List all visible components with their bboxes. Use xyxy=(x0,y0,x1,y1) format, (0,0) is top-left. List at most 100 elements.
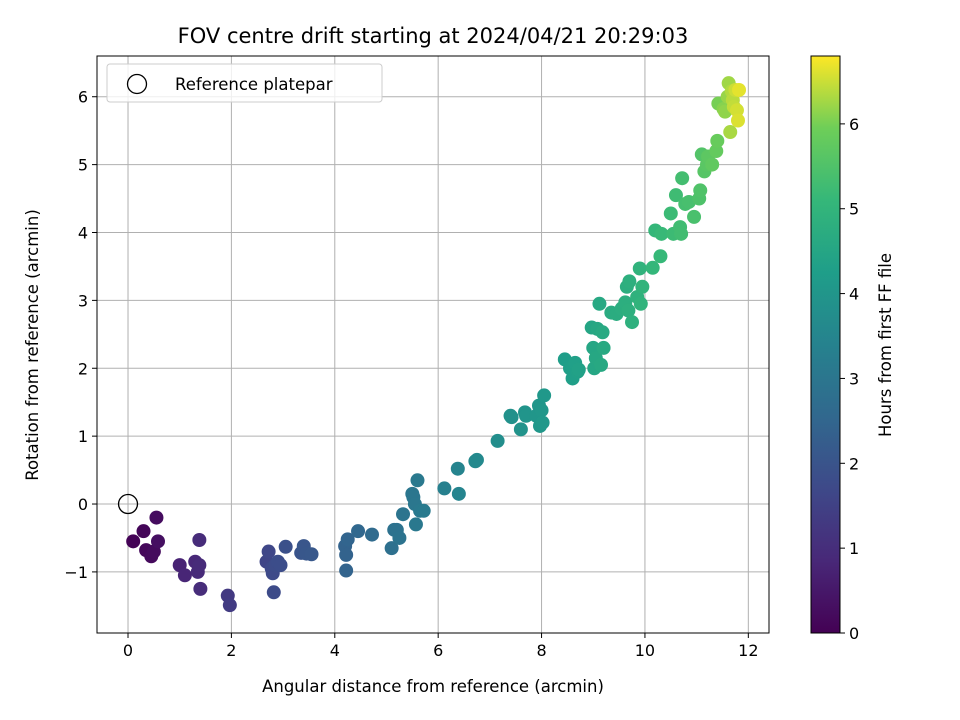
x-tick-label: 8 xyxy=(536,641,546,660)
x-tick-label: 6 xyxy=(433,641,443,660)
y-tick-label: 6 xyxy=(78,88,88,107)
x-tick-label: 2 xyxy=(226,641,236,660)
x-tick-label: 0 xyxy=(123,641,133,660)
colorbar-ticks: 0 1 2 3 4 5 6 xyxy=(840,115,859,643)
data-point xyxy=(723,125,738,140)
data-point xyxy=(653,249,668,264)
colorbar-label: Hours from first FF file xyxy=(876,253,895,437)
data-point xyxy=(384,541,399,556)
plot-area xyxy=(97,56,769,633)
data-point xyxy=(451,486,466,501)
data-point xyxy=(595,325,610,340)
data-point xyxy=(709,144,724,159)
data-point xyxy=(729,103,744,118)
data-point xyxy=(632,261,647,276)
data-point xyxy=(222,598,237,613)
data-point xyxy=(490,433,505,448)
data-point xyxy=(675,171,690,186)
data-point xyxy=(668,188,683,203)
reference-marker-group xyxy=(117,493,139,515)
data-point xyxy=(469,452,484,467)
colorbar-tick-label: 6 xyxy=(849,115,859,134)
data-point xyxy=(408,517,423,532)
y-tick-label: 2 xyxy=(78,359,88,378)
colorbar: 0 1 2 3 4 5 6 Hours from first FF file xyxy=(810,55,895,643)
colorbar-tick-label: 1 xyxy=(849,539,859,558)
data-point xyxy=(450,461,465,476)
data-point xyxy=(392,530,407,545)
reference-marker xyxy=(117,493,139,515)
data-point xyxy=(730,113,745,128)
data-point xyxy=(592,296,607,311)
colorbar-tick-label: 2 xyxy=(849,454,859,473)
data-point xyxy=(705,157,720,172)
y-tick-label: 5 xyxy=(78,156,88,175)
data-point xyxy=(621,303,636,318)
data-point xyxy=(192,533,207,548)
data-point xyxy=(192,558,207,573)
y-tick-label: 3 xyxy=(78,291,88,310)
y-tick-label: 1 xyxy=(78,427,88,446)
data-point xyxy=(261,544,276,559)
data-point xyxy=(177,568,192,583)
data-point xyxy=(351,524,366,539)
data-point xyxy=(625,315,640,330)
plot-frame xyxy=(96,55,770,634)
data-point xyxy=(663,206,678,221)
data-point xyxy=(534,403,549,418)
data-point xyxy=(149,510,164,525)
x-axis-label: Angular distance from reference (arcmin) xyxy=(262,677,604,696)
data-points xyxy=(126,76,747,613)
data-point xyxy=(622,274,637,289)
data-point xyxy=(504,410,519,425)
legend: Reference platepar xyxy=(106,63,383,103)
data-point xyxy=(278,539,293,554)
y-axis-ticks: −1 0 1 2 3 4 5 6 xyxy=(64,88,97,582)
data-point xyxy=(150,534,165,549)
legend-label: Reference platepar xyxy=(175,75,333,94)
colorbar-tick-label: 3 xyxy=(849,369,859,388)
grid-lines xyxy=(97,56,769,633)
data-point xyxy=(513,422,528,437)
data-point xyxy=(635,279,650,294)
data-point xyxy=(710,133,725,148)
data-point xyxy=(674,226,689,241)
data-point xyxy=(193,581,208,596)
y-tick-label: −1 xyxy=(64,563,88,582)
data-point xyxy=(340,532,355,547)
data-point xyxy=(437,481,452,496)
data-point xyxy=(519,408,534,423)
data-point xyxy=(654,226,669,241)
data-point xyxy=(273,558,288,573)
data-point xyxy=(304,547,319,562)
data-point xyxy=(537,388,552,403)
data-point xyxy=(339,547,354,562)
data-point xyxy=(339,563,354,578)
x-tick-label: 12 xyxy=(738,641,758,660)
data-point xyxy=(571,362,586,377)
data-point xyxy=(365,527,380,542)
data-point xyxy=(693,183,708,198)
colorbar-tick-label: 0 xyxy=(849,624,859,643)
data-point xyxy=(396,507,411,522)
legend-box xyxy=(106,63,383,103)
y-tick-label: 0 xyxy=(78,495,88,514)
data-point xyxy=(410,473,425,488)
y-tick-label: 4 xyxy=(78,223,88,242)
data-point xyxy=(136,524,151,539)
chart-title: FOV centre drift starting at 2024/04/21 … xyxy=(178,24,689,48)
data-point xyxy=(535,415,550,430)
data-point xyxy=(594,357,608,372)
x-axis-ticks: 0 2 4 6 8 10 12 xyxy=(123,633,759,660)
data-point xyxy=(633,296,648,311)
colorbar-gradient xyxy=(810,55,841,634)
data-point xyxy=(596,340,611,355)
legend-marker xyxy=(126,73,148,95)
x-tick-label: 4 xyxy=(330,641,340,660)
data-point xyxy=(732,82,747,97)
data-point xyxy=(687,209,702,224)
x-tick-label: 10 xyxy=(635,641,655,660)
colorbar-tick-label: 5 xyxy=(849,200,859,219)
y-axis-label: Rotation from reference (arcmin) xyxy=(23,209,42,481)
